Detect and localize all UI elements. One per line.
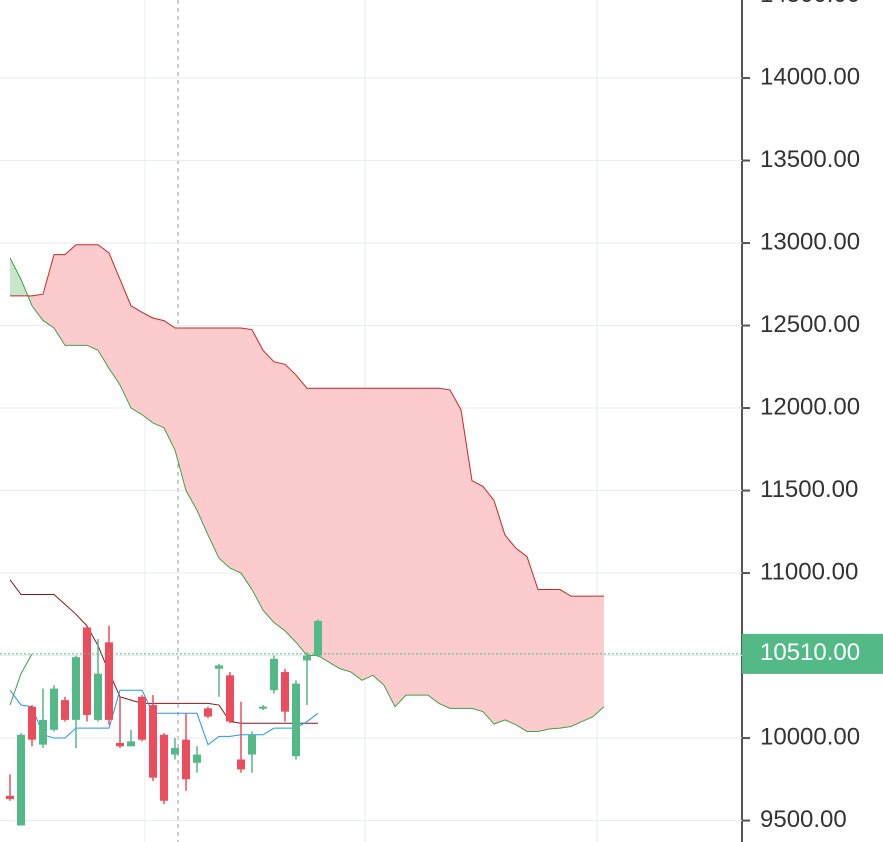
cloud-fill — [329, 388, 340, 669]
candle-body — [270, 658, 278, 691]
cloud-fill — [450, 389, 461, 709]
candle-body — [215, 665, 223, 669]
last-price-label: 10510.00 — [760, 639, 860, 666]
cloud-fill — [131, 305, 142, 415]
cloud-fill — [560, 589, 571, 729]
cloud-fill — [54, 254, 65, 346]
y-tick-label: 13500.00 — [760, 146, 860, 173]
candle-body — [149, 705, 157, 778]
cloud-fill — [219, 328, 230, 569]
cloud-fill — [549, 589, 560, 729]
cloud-fill — [120, 279, 131, 409]
candle-body — [105, 642, 113, 720]
candle-body — [39, 719, 47, 745]
candle-body — [281, 672, 289, 712]
cloud-fill — [274, 361, 285, 631]
y-tick-label: 11500.00 — [760, 476, 858, 503]
cloud-fill — [153, 318, 164, 428]
y-tick-label: 13000.00 — [760, 228, 860, 255]
y-tick-label: 9500.00 — [760, 806, 847, 833]
base-line — [9, 579, 318, 724]
candle-body — [116, 742, 124, 747]
conversion-line — [9, 689, 319, 746]
cloud-fill — [582, 596, 593, 722]
cloud-fill — [263, 350, 274, 623]
candle-body — [237, 759, 245, 770]
candle-body — [259, 706, 267, 709]
candle-body — [160, 734, 168, 801]
last-price-box — [742, 633, 883, 674]
y-tick-label: 12500.00 — [760, 311, 860, 338]
cloud-fill — [373, 388, 384, 686]
cloud-fill — [428, 388, 439, 704]
cloud-fill — [43, 254, 54, 329]
cloud-fill — [285, 364, 296, 643]
cloud-fill — [483, 486, 494, 725]
cloud-fill — [10, 257, 21, 296]
candle-body — [182, 739, 190, 780]
cloud-fill — [87, 244, 98, 351]
lagging-line — [9, 653, 33, 706]
candle-body — [248, 734, 256, 755]
candle-body — [83, 627, 91, 715]
cloud-fill — [65, 244, 76, 346]
cloud-fill — [527, 556, 538, 732]
cloud-fill — [208, 328, 219, 559]
cloud-fill — [439, 388, 450, 709]
candle-body — [6, 795, 14, 800]
cloud-fill — [505, 535, 516, 725]
cloud-fill — [538, 589, 549, 732]
cloud-fill — [384, 388, 395, 707]
cloud-fill — [516, 548, 527, 732]
candle-body — [61, 700, 69, 720]
cloud-fill — [351, 388, 362, 681]
candle-body — [127, 741, 135, 747]
candle-body — [138, 696, 146, 740]
span_b-line — [10, 244, 604, 597]
candle-body — [204, 708, 212, 717]
cloud-fill — [461, 409, 472, 709]
candle-body — [303, 655, 311, 661]
cloud-fill — [472, 480, 483, 712]
candle-body — [17, 734, 25, 826]
y-tick-label: 10000.00 — [760, 723, 860, 750]
y-tick-label: 12000.00 — [760, 393, 860, 420]
cloud-fill — [593, 596, 604, 717]
candle-body — [28, 706, 36, 740]
candle-body — [72, 657, 80, 720]
cloud-fill — [142, 312, 153, 423]
y-tick-label: 14500.00 — [760, 0, 860, 8]
cloud-fill — [494, 500, 505, 725]
candle-body — [94, 673, 102, 720]
y-tick-label: 11000.00 — [760, 558, 858, 585]
cloud-fill — [252, 329, 263, 611]
cloud-fill — [362, 388, 373, 681]
cloud-fill — [571, 596, 582, 727]
y-tick-label: 14000.00 — [760, 63, 860, 90]
cloud-fill — [307, 388, 318, 656]
cloud-fill — [98, 244, 109, 369]
cloud-fill — [318, 388, 329, 663]
cloud-fill — [186, 328, 197, 511]
cloud-fill — [175, 328, 186, 491]
candle-body — [292, 683, 300, 757]
candle-body — [314, 620, 322, 656]
cloud-fill — [406, 388, 417, 696]
candle-body — [193, 754, 201, 763]
cloud-fill — [230, 328, 241, 574]
cloud-fill — [241, 328, 252, 590]
cloud-fill — [395, 388, 406, 707]
cloud-fill — [164, 320, 175, 451]
candle-body — [50, 688, 58, 730]
cloud-fill — [340, 388, 351, 673]
cloud-fill — [296, 375, 307, 656]
cloud-fill — [32, 294, 43, 321]
cloud-fill — [197, 328, 208, 536]
cloud-fill — [417, 388, 428, 696]
candle-body — [226, 675, 234, 722]
cloud-fill — [76, 244, 87, 346]
cloud-fill — [109, 252, 120, 385]
candle-body — [171, 747, 179, 755]
